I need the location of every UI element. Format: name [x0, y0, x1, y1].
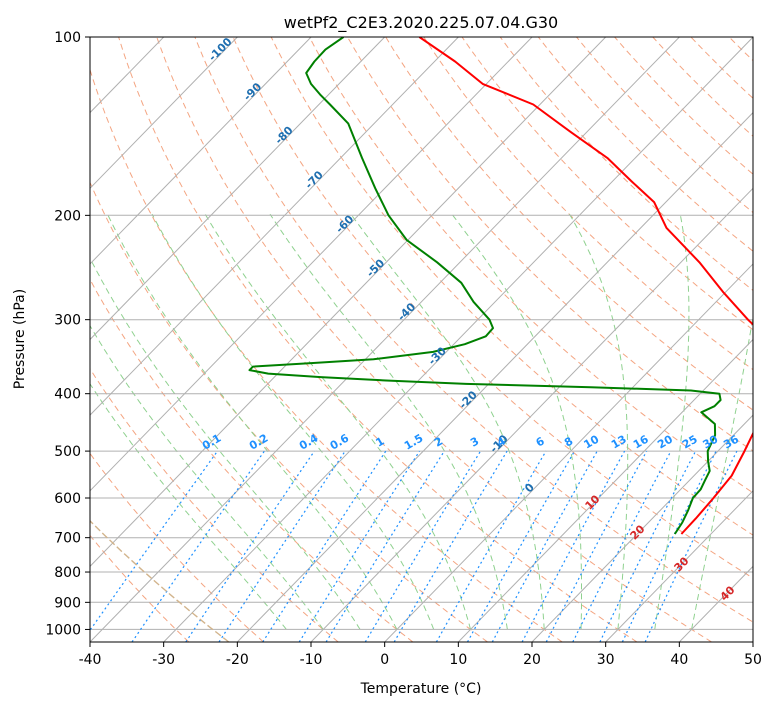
mixing-ratio-line	[491, 450, 598, 642]
x-tick-label: 40	[670, 652, 688, 668]
y-axis-title: Pressure (hPa)	[12, 289, 28, 389]
chart-title: wetPf2_C2E3.2020.225.07.04.G30	[284, 13, 558, 33]
mixing-ratio-line	[218, 450, 346, 642]
mixing-ratio-line	[599, 450, 697, 642]
isotherm-line	[457, 338, 753, 642]
x-tick-label: 20	[523, 652, 541, 668]
mixing-ratio-line	[644, 450, 738, 642]
dry-adiabat	[194, 37, 753, 623]
mixing-ratio-line	[364, 450, 482, 642]
y-tick-label: 400	[54, 387, 81, 403]
isotherm-line	[310, 187, 753, 642]
isotherm-line	[90, 37, 607, 568]
isotherm-line	[90, 37, 533, 492]
x-tick-label: -40	[79, 652, 102, 668]
x-tick-label: -10	[300, 652, 323, 668]
dry-adiabat	[232, 37, 753, 579]
dry-adiabat	[90, 452, 264, 642]
x-axis-title: Temperature (°C)	[360, 681, 482, 697]
isotherm-line	[90, 37, 312, 265]
x-tick-label: -20	[226, 652, 249, 668]
y-tick-label: 200	[54, 208, 81, 224]
isotherm-line	[163, 37, 753, 642]
dry-adiabat	[385, 37, 753, 411]
dry-adiabat	[90, 367, 339, 642]
x-tick-label: 30	[597, 652, 615, 668]
plot-frame	[89, 36, 754, 643]
y-tick-label: 800	[54, 565, 81, 581]
dry-adiabat	[90, 68, 563, 642]
isotherm-line	[236, 111, 753, 642]
x-tick-label: 10	[449, 652, 467, 668]
ice-saturation-curve	[90, 519, 230, 642]
dry-adiabat	[308, 37, 753, 494]
y-tick-label: 300	[54, 313, 81, 329]
mixing-ratio-line	[262, 450, 387, 642]
temperature-profile	[418, 37, 753, 535]
y-tick-label: 600	[54, 491, 81, 507]
mixing-ratio-line	[435, 450, 547, 642]
dewpoint-profile	[248, 37, 722, 535]
dry-adiabat	[118, 37, 638, 642]
isotherm-line	[605, 490, 753, 642]
x-tick-label: -30	[152, 652, 175, 668]
x-tick-label: 0	[380, 652, 389, 668]
isotherm-line	[90, 37, 680, 642]
y-tick-label: 100	[54, 30, 81, 46]
isotherm-line	[531, 414, 753, 642]
isotherm-line	[90, 37, 386, 341]
y-tick-label: 500	[54, 444, 81, 460]
background-lines	[90, 37, 753, 642]
moist-adiabat	[269, 213, 508, 630]
y-tick-label: 700	[54, 531, 81, 547]
dry-adiabat	[90, 181, 488, 642]
moist-adiabat	[90, 257, 361, 630]
mixing-ratio-line	[545, 450, 648, 642]
y-tick-label: 1000	[45, 622, 81, 638]
mixing-ratio-line	[572, 450, 672, 642]
mixing-ratio-line	[521, 450, 626, 642]
mixing-ratio-line	[90, 450, 218, 632]
mixing-ratio-line	[325, 450, 445, 642]
mixing-ratio-line	[621, 450, 717, 642]
mixing-ratio-line	[393, 450, 508, 642]
axis-ticks: -40 -30 -20 -10 0 10 20 30 40 50 100 200 300 400 500 60…	[45, 30, 762, 668]
y-tick-label: 900	[54, 595, 81, 611]
isotherm-line	[90, 37, 238, 190]
sounding-series	[248, 37, 753, 535]
x-tick-label: 50	[744, 652, 762, 668]
mixing-ratio-line	[466, 450, 576, 642]
dry-adiabat	[347, 37, 753, 452]
isotherm-line	[90, 37, 459, 416]
isotherm-line	[384, 263, 753, 642]
